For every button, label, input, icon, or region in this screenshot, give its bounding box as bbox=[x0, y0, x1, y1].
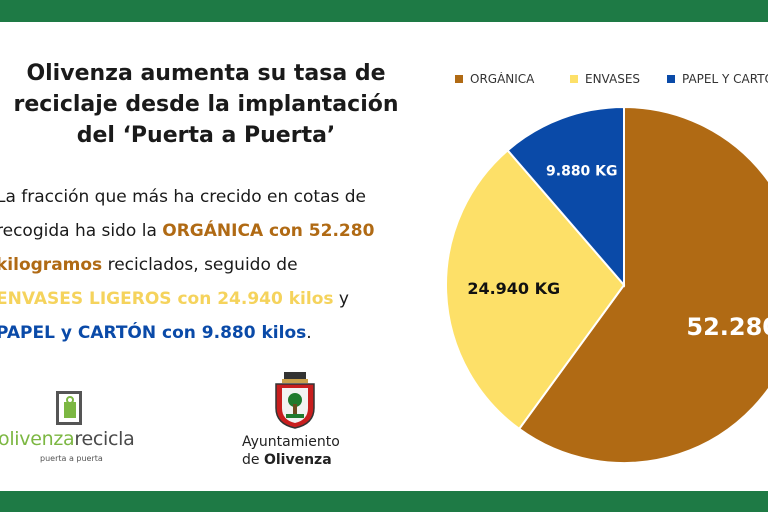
recicla-tagline: puerta a puerta bbox=[40, 454, 103, 463]
pie-label-envases: 24.940 KG bbox=[467, 279, 560, 298]
recicla-wordmark: olivenzarecicla bbox=[0, 428, 135, 450]
highlight-organica-units: kilogramos bbox=[0, 255, 103, 275]
pie-slice-envases bbox=[445, 148, 626, 431]
wordmark-olivenza: olivenza bbox=[0, 428, 75, 450]
legend-item-papel: PAPEL Y CARTÓN bbox=[667, 72, 768, 86]
summary-line-1: La fracción que más ha crecido en cotas … bbox=[0, 180, 420, 214]
summary-line-4: ENVASES LIGEROS con 24.940 kilos y bbox=[0, 282, 420, 316]
headline: Olivenza aumenta su tasa de reciclaje de… bbox=[0, 58, 412, 151]
recycle-bin-icon bbox=[56, 391, 82, 425]
summary-text: La fracción que más ha crecido en cotas … bbox=[0, 187, 367, 207]
summary-text: . bbox=[306, 323, 312, 343]
wordmark-recicla: recicla bbox=[74, 428, 135, 450]
headline-line-2: reciclaje desde la implantación bbox=[13, 92, 399, 117]
summary-paragraph: La fracción que más ha crecido en cotas … bbox=[0, 180, 420, 350]
pie-chart: 52.280 KG 24.940 KG 9.880 KG bbox=[445, 105, 768, 464]
summary-text: y bbox=[333, 289, 349, 309]
legend-label-organica: ORGÁNICA bbox=[470, 72, 535, 86]
highlight-papel: PAPEL y CARTÓN con 9.880 kilos bbox=[0, 323, 307, 343]
olivenza-recicla-logo: olivenzarecicla puerta a puerta bbox=[0, 388, 160, 470]
legend-label-papel: PAPEL Y CARTÓN bbox=[682, 72, 768, 86]
pie-label-organica: 52.280 KG bbox=[686, 313, 768, 341]
summary-line-3: kilogramos reciclados, seguido de bbox=[0, 248, 420, 282]
legend-label-envases: ENVASES bbox=[585, 72, 641, 86]
summary-text: reciclados, seguido de bbox=[102, 255, 298, 275]
highlight-envases: ENVASES LIGEROS con 24.940 kilos bbox=[0, 289, 334, 309]
coat-of-arms-icon bbox=[275, 372, 315, 429]
pie-label-papel: 9.880 KG bbox=[546, 164, 618, 180]
pie-slice-papel bbox=[506, 105, 625, 288]
top-band bbox=[0, 0, 768, 22]
chart-legend: ORGÁNICA ENVASES PAPEL Y CARTÓN bbox=[455, 72, 768, 92]
ayuntamiento-line-2: de Olivenza bbox=[242, 452, 332, 468]
legend-swatch-envases bbox=[570, 75, 578, 83]
ayuntamiento-de: de bbox=[242, 452, 264, 468]
legend-swatch-papel bbox=[667, 75, 675, 83]
headline-line-3: del ‘Puerta a Puerta’ bbox=[76, 123, 336, 148]
legend-swatch-organica bbox=[455, 75, 463, 83]
summary-line-2: recogida ha sido la ORGÁNICA con 52.280 bbox=[0, 214, 420, 248]
summary-line-5: PAPEL y CARTÓN con 9.880 kilos. bbox=[0, 316, 420, 350]
highlight-organica: ORGÁNICA con 52.280 bbox=[162, 221, 375, 241]
headline-line-1: Olivenza aumenta su tasa de bbox=[26, 61, 386, 86]
ayuntamiento-logo: Ayuntamiento de Olivenza bbox=[236, 370, 366, 470]
pie-slice-organica bbox=[517, 105, 768, 464]
legend-item-envases: ENVASES bbox=[570, 72, 640, 86]
ayuntamiento-line-1: Ayuntamiento bbox=[242, 434, 340, 450]
ayuntamiento-olivenza: Olivenza bbox=[263, 452, 332, 468]
legend-item-organica: ORGÁNICA bbox=[455, 72, 534, 86]
summary-text: recogida ha sido la bbox=[0, 221, 163, 241]
bottom-band bbox=[0, 491, 768, 512]
